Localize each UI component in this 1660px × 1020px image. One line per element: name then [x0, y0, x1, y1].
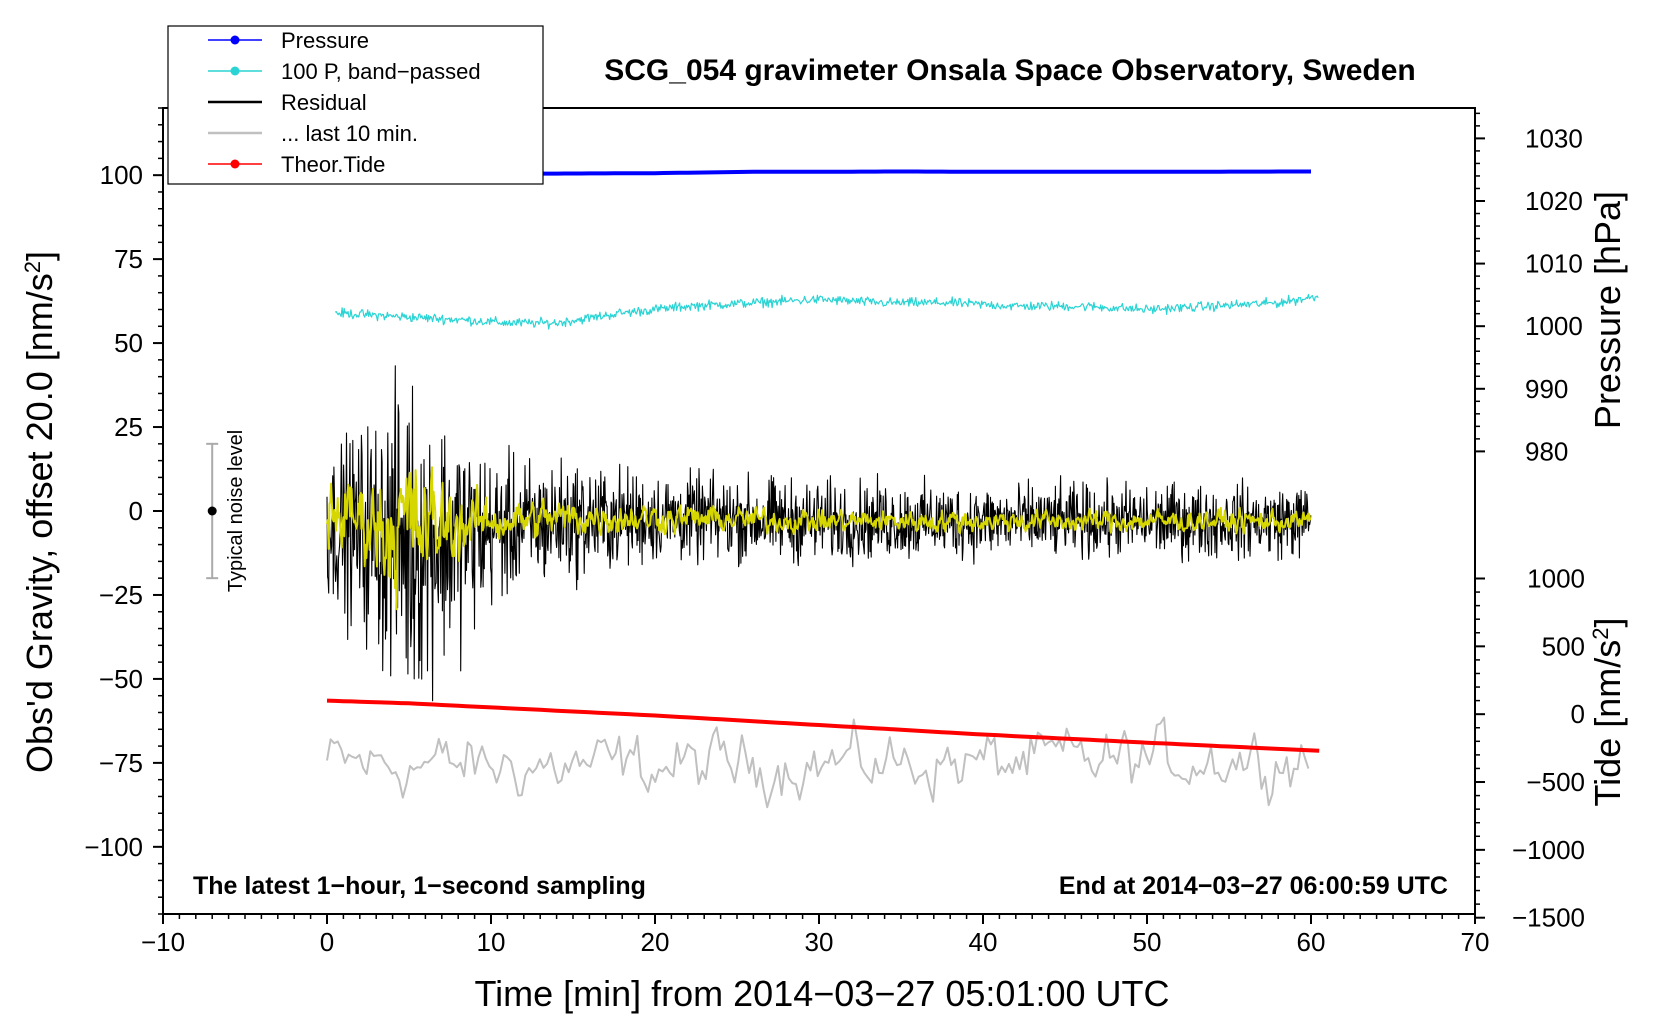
legend-label: Residual: [281, 90, 367, 115]
pressure-tick-label: 1010: [1525, 249, 1583, 279]
y-label-tide-sup: 2: [1588, 628, 1613, 640]
legend-marker: [230, 66, 240, 76]
y-tick-label: −25: [99, 580, 143, 610]
x-tick-label: −10: [141, 927, 185, 957]
pressure-tick-label: 1030: [1525, 123, 1583, 153]
x-tick-label: 40: [969, 927, 998, 957]
tide-tick-label: 500: [1542, 631, 1585, 661]
pressure-tick-label: 1000: [1525, 311, 1583, 341]
tide-tick-label: −1000: [1512, 835, 1585, 865]
legend-marker: [230, 35, 240, 45]
legend-label: ... last 10 min.: [281, 121, 418, 146]
y-tick-label: 75: [114, 244, 143, 274]
y-tick-label: 25: [114, 412, 143, 442]
series-pressure: [491, 169, 1311, 176]
y-tick-label: −100: [84, 832, 143, 862]
legend-label: 100 P, band−passed: [281, 59, 481, 84]
pressure-tick-label: 1020: [1525, 186, 1583, 216]
bottom-left-note: The latest 1−hour, 1−second sampling: [193, 872, 646, 900]
y-label-tide-main: Tide [nm/s: [1587, 640, 1628, 807]
noise-level-label: Typical noise level: [225, 430, 247, 592]
x-tick-label: 20: [641, 927, 670, 957]
y-label-left-tail: ]: [19, 251, 60, 261]
x-tick-label: 10: [477, 927, 506, 957]
noise-level-dot: [207, 506, 217, 516]
x-tick-label: 30: [805, 927, 834, 957]
series-last-10-min: [326, 716, 1310, 809]
chart-title: SCG_054 gravimeter Onsala Space Observat…: [604, 54, 1416, 87]
y-label-left-sup: 2: [20, 261, 45, 273]
x-tick-label: 70: [1461, 927, 1490, 957]
y-axis-label-tide: Tide [nm/s2]: [1587, 618, 1628, 807]
pressure-tick-label: 980: [1525, 436, 1568, 466]
legend-label: Theor.Tide: [281, 152, 385, 177]
legend-marker: [230, 159, 240, 169]
bottom-right-note: End at 2014−03−27 06:00:59 UTC: [1059, 872, 1448, 900]
series-residual: [326, 365, 1312, 702]
series-pressure-bandpassed: [334, 293, 1319, 330]
y-tick-label: 0: [129, 496, 143, 526]
series-residual-bandpassed: [326, 466, 1312, 611]
x-axis: −10 0 10 20 30 40 50 60 70: [141, 914, 1490, 957]
pressure-tick-label: 990: [1525, 374, 1568, 404]
y-axis-left: −100 −75 −50 −25 0 25 50 75 100: [84, 107, 163, 915]
x-tick-label: 50: [1133, 927, 1162, 957]
y-axis-label-left: Obs'd Gravity, offset 20.0 [nm/s2]: [19, 251, 60, 773]
y-axis-pressure: 980 990 1000 1010 1020 1030: [1475, 112, 1583, 466]
legend: Pressure 100 P, band−passed Residual ... la…: [167, 25, 544, 185]
y-label-left-main: Obs'd Gravity, offset 20.0 [nm/s: [19, 273, 60, 773]
y-tick-label: 100: [100, 160, 143, 190]
y-tick-label: −50: [99, 664, 143, 694]
legend-box: [167, 25, 544, 185]
y-tick-label: 50: [114, 328, 143, 358]
noise-level-indicator: Typical noise level: [206, 430, 247, 592]
y-label-tide-tail: ]: [1587, 618, 1628, 628]
x-axis-label: Time [min] from 2014−03−27 05:01:00 UTC: [474, 973, 1169, 1014]
tide-tick-label: −1500: [1512, 903, 1585, 933]
legend-label: Pressure: [281, 28, 369, 53]
y-axis-label-pressure: Pressure [hPa]: [1587, 191, 1628, 429]
y-axis-tide: −1500 −1000 −500 0 500 1000: [1475, 564, 1585, 933]
series-layer: [326, 169, 1320, 809]
tide-tick-label: −500: [1526, 767, 1585, 797]
tide-tick-label: 0: [1571, 699, 1585, 729]
series-theor-tide: [326, 698, 1320, 753]
y-tick-label: −75: [99, 748, 143, 778]
x-tick-label: 60: [1297, 927, 1326, 957]
tide-tick-label: 1000: [1527, 564, 1585, 594]
x-tick-label: 0: [320, 927, 334, 957]
